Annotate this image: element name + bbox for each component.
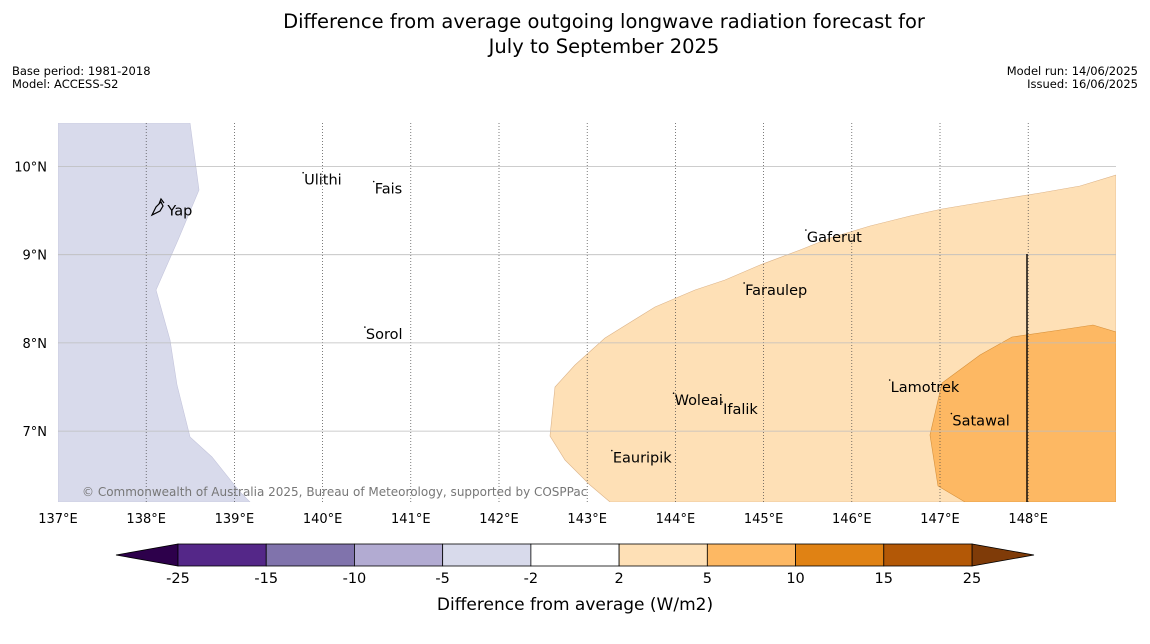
colorbar-tick-label: -2 [524,571,538,587]
colorbar-tick-label: 5 [703,571,712,587]
place-label-faraulep: Faraulep [745,283,807,299]
meta-left: Base period: 1981-2018 Model: ACCESS-S2 [12,65,151,91]
island-marker [302,171,304,174]
island-marker [805,229,807,231]
colorbar-swatch [354,543,444,567]
gridlines [58,123,1116,502]
colorbar-tick-label: 25 [963,571,981,587]
longitude-label: 142°E [479,512,519,527]
colorbar-swatch [530,543,620,567]
place-label-gaferut: Gaferut [807,230,862,246]
island-marker [950,412,953,415]
colorbar-swatch [618,543,708,567]
place-labels: Yap Ulithi Fais Gaferut Faraulep Sorol WoleaiI… [166,171,1010,467]
longitude-label: 141°E [391,512,431,527]
colorbar-swatch [177,543,267,567]
colorbar-tick-label: -5 [435,571,449,587]
colorbar-tick-label: -25 [166,571,190,587]
colorbar-tick-label: 10 [786,571,804,587]
colorbar-tick-label: -15 [254,571,278,587]
island-marker [611,449,613,452]
model-run: Model run: 14/06/2025 [1006,64,1138,78]
yap-island-shape [150,197,165,217]
longitude-label: 146°E [832,512,872,527]
place-label-yap: Yap [166,204,192,220]
place-label-lamotrek: Lamotrek [891,380,960,396]
colorbar-extend-low [115,543,179,567]
issued-date: Issued: 16/06/2025 [1027,77,1138,91]
longitude-label: 147°E [920,512,960,527]
title-line-2: July to September 2025 [488,35,720,58]
island-marker [888,379,891,381]
colorbar-swatch [265,543,355,567]
title-line-1: Difference from average outgoing longwav… [283,10,925,33]
anomaly-region-positive-medium [929,324,1116,502]
longitude-label: 143°E [567,512,607,527]
latitude-label: 9°N [23,249,48,264]
island-marker [721,401,723,403]
latitude-label: 8°N [23,337,48,352]
place-label-ifalik: Ifalik [723,402,758,418]
island-marker [364,326,366,328]
colorbar-tick-label: 2 [614,571,623,587]
latitude-labels: 10°N 9°N 8°N 7°N [14,161,47,441]
copyright-credit: © Commonwealth of Australia 2025, Bureau… [82,485,587,499]
colorbar-swatch [795,543,885,567]
longitude-label: 139°E [215,512,255,527]
place-label-eauripik: Eauripik [613,451,672,467]
longitude-label: 137°E [38,512,78,527]
longitude-label: 144°E [656,512,696,527]
place-label-sorol: Sorol [366,327,403,343]
colorbar-extend-high [971,543,1035,567]
anomaly-region-negative [58,123,251,502]
island-marker [372,180,375,183]
colorbar-title: Difference from average (W/m2) [437,595,713,615]
model-name: Model: ACCESS-S2 [12,77,119,91]
map-area: Yap Ulithi Fais Gaferut Faraulep Sorol WoleaiI… [58,123,1116,502]
place-label-woleai: Woleai [675,393,723,409]
place-label-satawal: Satawal [952,414,1009,430]
longitude-label: 140°E [303,512,343,527]
colorbar-swatch [442,543,532,567]
base-period: Base period: 1981-2018 [12,64,151,78]
colorbar-tick-label: -10 [343,571,367,587]
meta-right: Model run: 14/06/2025 Issued: 16/06/2025 [1007,65,1138,91]
colorbar-swatch [706,543,796,567]
latitude-label: 10°N [14,161,47,176]
colorbar-swatch [883,543,973,567]
island-marker [743,282,745,284]
longitude-label: 145°E [744,512,784,527]
colorbar-tick-label: 15 [875,571,893,587]
longitude-label: 138°E [126,512,166,527]
island-marker [672,392,675,395]
place-label-ulithi: Ulithi [304,173,342,189]
longitude-label: 148°E [1008,512,1048,527]
colorbar: -25 -15 -10 -5 -2 2 5 10 15 25 [115,543,1035,587]
map-title: Difference from average outgoing longwav… [0,9,1150,59]
longitude-labels: 137°E 138°E 139°E 140°E 141°E 142°E 143°E 144°E… [38,512,1048,527]
place-label-fais: Fais [375,182,402,198]
latitude-label: 7°N [23,425,48,440]
